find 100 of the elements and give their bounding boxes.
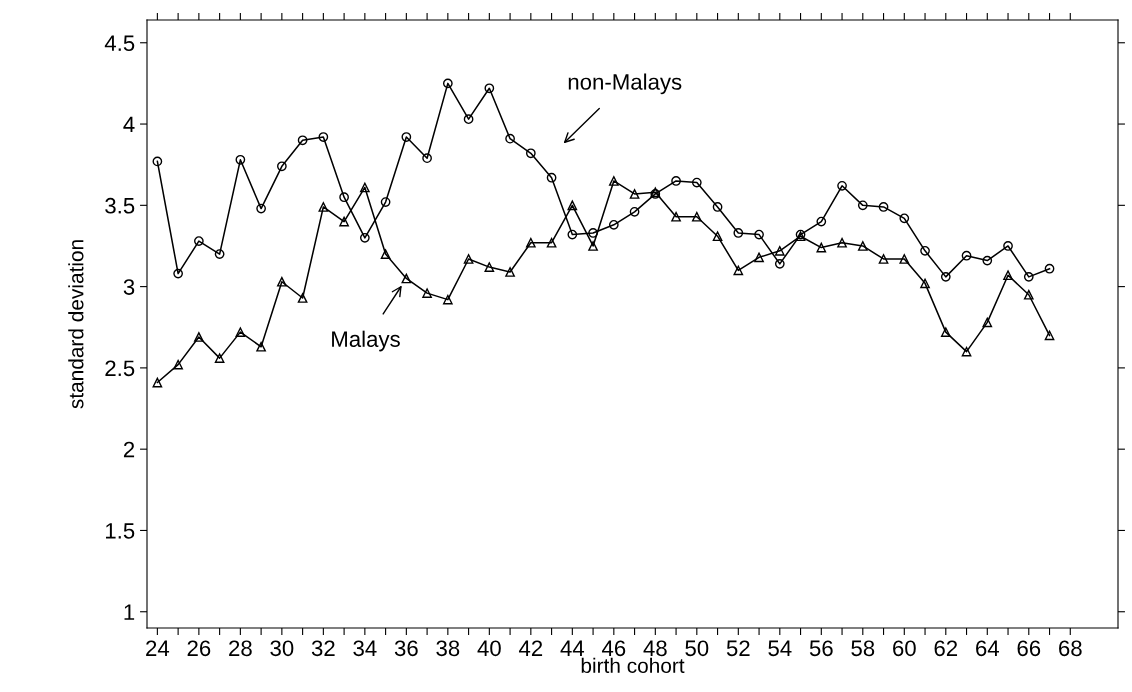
point <box>235 154 246 165</box>
annotation: non-Malays <box>568 73 682 95</box>
point <box>422 288 432 298</box>
point <box>442 78 453 89</box>
point <box>1023 271 1034 282</box>
point <box>422 153 432 164</box>
point <box>857 241 868 251</box>
x-tick-label: 36 <box>394 640 418 657</box>
point <box>1003 270 1013 281</box>
point <box>525 148 536 159</box>
point <box>152 377 163 388</box>
x-tick-label: 44 <box>560 640 585 656</box>
x-tick-label: 48 <box>643 640 667 657</box>
x-tick-label: 54 <box>768 640 792 657</box>
point <box>671 211 681 222</box>
point <box>837 237 847 248</box>
point <box>940 271 951 282</box>
point <box>671 176 681 186</box>
x-tick-label: 34 <box>353 640 377 657</box>
y-axis-title: standard deviation <box>68 240 84 409</box>
point <box>359 182 370 193</box>
point <box>256 341 266 352</box>
point <box>608 219 619 230</box>
point <box>899 254 910 264</box>
point <box>920 245 930 256</box>
point <box>1044 330 1055 341</box>
point <box>214 249 225 259</box>
point <box>857 200 868 211</box>
y-tick-label: 2.5 <box>105 360 135 377</box>
x-tick-label: 64 <box>976 640 999 657</box>
point <box>712 231 723 242</box>
point <box>194 236 204 246</box>
point <box>1023 289 1034 300</box>
point <box>256 203 266 214</box>
x-tick-label: 50 <box>685 640 709 657</box>
point <box>920 278 930 289</box>
point <box>982 255 993 266</box>
x-axis-title: birth cohort <box>581 657 685 674</box>
point <box>691 211 702 222</box>
x-tick-label: 26 <box>187 640 211 657</box>
y-tick-label: 2 <box>123 441 135 458</box>
point <box>754 252 764 263</box>
x-tick-label: 60 <box>893 640 916 657</box>
point <box>380 249 391 259</box>
point <box>774 258 785 269</box>
point <box>463 254 474 264</box>
point <box>484 262 495 272</box>
point <box>297 293 308 303</box>
point <box>463 114 474 125</box>
point <box>691 177 702 188</box>
x-tick-label: 30 <box>270 640 294 657</box>
y-tick-label: 4 <box>123 116 135 133</box>
point <box>152 156 163 167</box>
x-tick-label: 52 <box>726 640 750 657</box>
point <box>318 202 329 212</box>
point <box>546 237 557 248</box>
point <box>940 327 951 337</box>
y-tick-label: 4.5 <box>104 35 135 52</box>
point <box>608 176 619 186</box>
point <box>276 276 287 287</box>
x-tick-label: 40 <box>477 640 501 657</box>
x-tick-label: 46 <box>601 640 626 657</box>
point <box>899 213 910 224</box>
point <box>380 197 391 207</box>
x-tick-label: 32 <box>311 640 335 657</box>
point <box>442 294 453 305</box>
point <box>173 268 183 279</box>
point <box>754 229 764 240</box>
point <box>567 200 578 211</box>
point <box>546 172 557 183</box>
point <box>629 206 640 217</box>
point <box>339 216 349 227</box>
point <box>588 228 598 238</box>
x-tick-label: 28 <box>229 640 252 657</box>
point <box>318 132 329 142</box>
y-tick-label: 3 <box>123 279 135 295</box>
point <box>878 202 889 212</box>
x-tick-label: 42 <box>518 640 543 656</box>
annotation: Malays <box>332 330 400 352</box>
x-tick-label: 68 <box>1059 640 1082 657</box>
point <box>712 202 723 212</box>
point <box>588 241 598 251</box>
y-tick-label: 3.5 <box>105 197 135 214</box>
x-tick-label: 62 <box>934 640 958 657</box>
y-tick-label: 1 <box>124 604 135 620</box>
point <box>339 192 349 203</box>
point <box>401 273 412 284</box>
point <box>401 132 412 142</box>
point <box>629 189 640 199</box>
x-tick-label: 66 <box>1017 640 1041 657</box>
point <box>567 229 578 240</box>
point <box>1003 241 1013 251</box>
y-tick-label: 1.5 <box>106 523 135 539</box>
point <box>733 228 744 238</box>
point <box>484 83 495 94</box>
point <box>297 135 308 146</box>
point <box>816 216 827 227</box>
point <box>961 346 972 357</box>
point <box>1044 263 1055 274</box>
point <box>359 232 370 243</box>
